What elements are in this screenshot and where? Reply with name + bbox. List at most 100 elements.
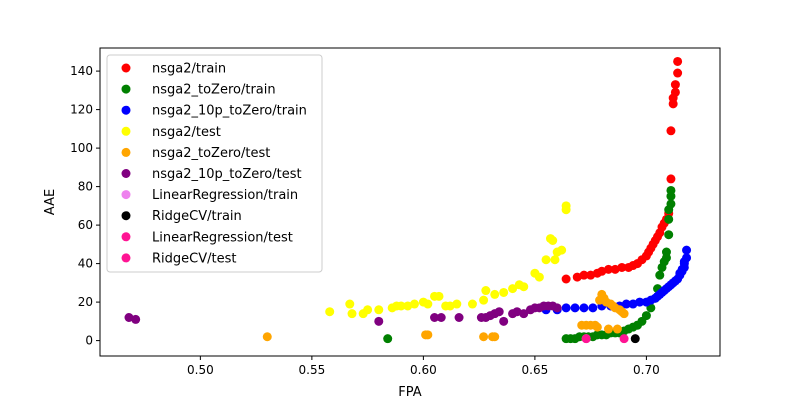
data-point — [534, 272, 544, 282]
data-point — [666, 126, 676, 136]
data-point — [374, 316, 384, 326]
data-point — [430, 313, 440, 322]
data-point — [494, 307, 504, 317]
legend-marker — [121, 105, 131, 115]
legend-item: nsga2/train — [121, 62, 226, 77]
legend-label: RidgeCV/test — [152, 251, 236, 266]
y-axis-label: AAE — [43, 189, 58, 215]
data-point — [682, 253, 692, 263]
legend-item: RidgeCV/test — [121, 251, 236, 266]
data-point — [579, 270, 589, 280]
legend-label: RidgeCV/train — [152, 209, 242, 224]
legend-label: nsga2_10p_toZero/train — [152, 104, 307, 119]
data-point — [423, 330, 433, 340]
data-point — [396, 301, 406, 311]
y-tick-label: 100 — [70, 141, 93, 155]
y-axis-ticks: 0 20 40 60 80 100 120 140 — [70, 64, 100, 348]
data-point — [619, 334, 629, 344]
data-point — [621, 299, 631, 309]
data-point — [490, 289, 500, 299]
legend-marker — [121, 147, 131, 157]
data-point — [490, 332, 500, 342]
legend-item: nsga2_toZero/test — [121, 146, 270, 161]
data-point — [454, 313, 464, 322]
data-point — [673, 68, 683, 78]
y-tick-label: 60 — [78, 218, 93, 232]
data-point — [570, 303, 580, 313]
series-ridgecv-train — [630, 334, 640, 344]
data-point — [588, 303, 598, 313]
data-point — [561, 303, 571, 313]
legend-item: RidgeCV/train — [121, 209, 242, 224]
series-linearregression-test — [619, 334, 629, 344]
series-nsga2-10p-tozero-test — [124, 301, 562, 326]
data-point — [508, 284, 518, 294]
legend-label: nsga2/train — [152, 62, 226, 77]
series-nsga2-10p-tozero-train — [541, 245, 692, 315]
data-point — [670, 80, 680, 90]
y-tick-label: 40 — [78, 257, 93, 271]
y-tick-label: 120 — [70, 103, 93, 117]
x-tick-label: 0.70 — [633, 363, 660, 377]
data-point — [655, 270, 665, 280]
data-point — [561, 274, 571, 284]
x-axis-label: FPA — [398, 385, 421, 400]
data-point — [682, 245, 692, 255]
data-point — [363, 305, 373, 315]
legend-label: nsga2/test — [152, 125, 221, 140]
legend-marker — [121, 84, 131, 94]
x-tick-label: 0.50 — [187, 363, 214, 377]
legend-item: nsga2_toZero/train — [121, 83, 276, 98]
data-point — [423, 299, 433, 309]
data-point — [561, 201, 571, 211]
data-point — [499, 287, 509, 297]
series-ridgecv-test — [581, 334, 591, 344]
data-point — [374, 305, 384, 315]
legend-marker — [121, 63, 131, 73]
legend-box — [106, 54, 323, 273]
legend-item: nsga2_10p_toZero/train — [121, 104, 307, 119]
series-nsga2-test — [325, 201, 571, 319]
legend-marker — [121, 169, 131, 178]
data-point — [345, 299, 355, 309]
data-point — [552, 303, 562, 313]
data-point — [434, 291, 444, 301]
legend-label: nsga2_10p_toZero/test — [152, 167, 302, 182]
legend-marker — [121, 190, 131, 200]
legend-label: nsga2_toZero/train — [152, 83, 276, 98]
data-point — [603, 264, 613, 274]
data-point — [617, 262, 627, 272]
legend-label: LinearRegression/train — [152, 188, 298, 203]
data-point — [519, 282, 529, 292]
data-point — [479, 295, 489, 305]
legend-marker — [121, 126, 131, 136]
x-tick-label: 0.55 — [299, 363, 326, 377]
data-point — [635, 297, 645, 307]
data-point — [664, 214, 674, 224]
data-point — [579, 303, 589, 313]
legend-marker — [121, 211, 131, 221]
legend-label: nsga2_toZero/test — [152, 146, 270, 161]
data-point — [670, 87, 680, 97]
data-point — [479, 332, 489, 342]
legend-marker — [121, 232, 131, 242]
y-tick-label: 0 — [85, 334, 93, 348]
y-tick-label: 80 — [78, 180, 93, 194]
x-axis-ticks: 0.50 0.55 0.60 0.65 0.70 — [187, 356, 660, 377]
data-point — [499, 316, 509, 326]
legend-label: LinearRegression/test — [152, 230, 293, 245]
data-point — [673, 56, 683, 66]
data-point — [661, 247, 671, 257]
data-point — [666, 174, 676, 184]
data-point — [619, 309, 629, 319]
y-tick-label: 140 — [70, 64, 93, 78]
data-point — [550, 255, 560, 265]
data-point — [541, 255, 551, 265]
data-point — [481, 286, 491, 296]
data-point — [666, 185, 676, 195]
data-point — [612, 324, 622, 334]
legend-item: LinearRegression/train — [121, 188, 298, 203]
data-point — [452, 299, 462, 309]
data-point — [664, 230, 674, 240]
series-nsga2-tozero-train — [383, 185, 676, 344]
